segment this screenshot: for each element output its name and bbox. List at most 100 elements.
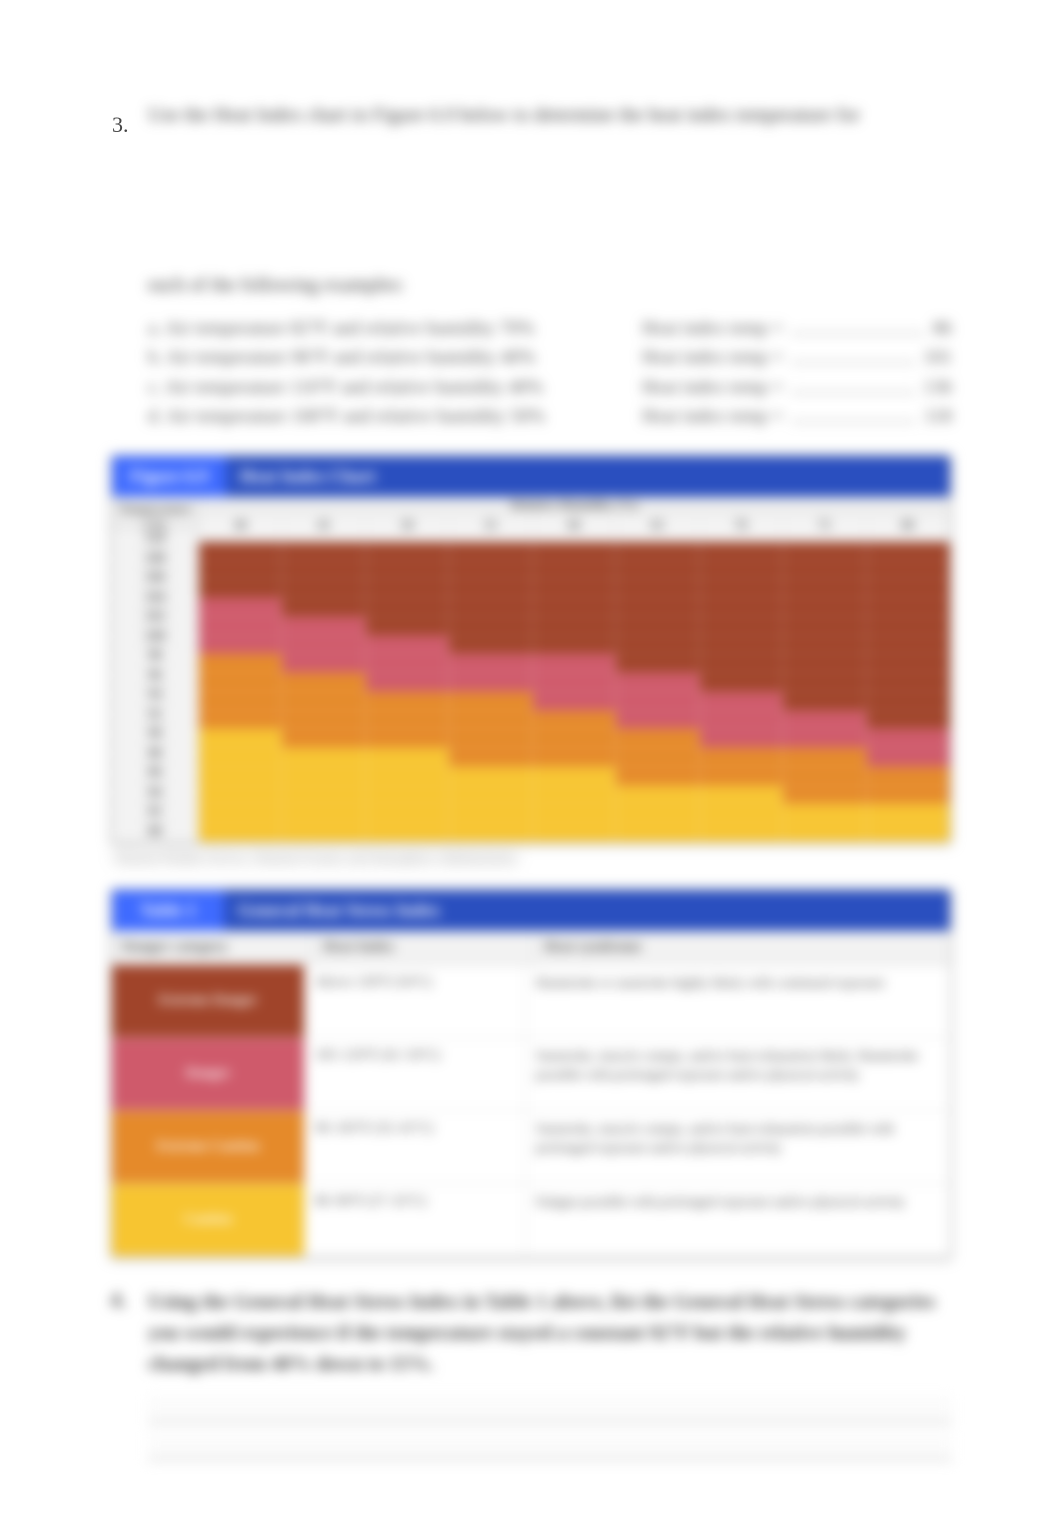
grid-body [199,542,950,842]
grid-row [199,711,950,730]
grid-cell [199,617,282,636]
y-axis-label: 82 [112,803,198,823]
category-syndrome: Heatstroke or sunstroke highly likely wi… [526,965,950,1037]
x-axis-label: 50 [366,517,449,541]
grid-row [199,748,950,767]
answer-value: 118 [924,402,952,431]
table-head-category: Danger category [112,931,313,964]
answer-label: Heat index temp = [642,314,783,343]
grid-cell [700,673,783,692]
grid-cell [282,692,365,711]
grid-cell [449,561,532,580]
grid-cell [867,654,950,673]
grid-cell [282,767,365,786]
subitem-prompt: a. Air temperature 82°F and relative hum… [148,314,642,343]
answer-label: Heat index temp = [642,373,783,402]
grid-cell [199,579,282,598]
grid-cell [449,804,532,823]
y-axis-label: 102 [112,608,198,628]
grid-cell [867,767,950,786]
category-swatch: Danger [112,1038,305,1110]
grid-cell [449,692,532,711]
grid-cell [700,692,783,711]
grid-cell [783,542,866,561]
question-3-subitem: d. Air temperature 100°F and relative hu… [148,402,952,431]
grid-cell [616,636,699,655]
grid-cell [282,804,365,823]
y-axis-label: 94 [112,686,198,706]
grid-cell [449,617,532,636]
grid-cell [199,823,282,842]
grid-cell [199,729,282,748]
category-temp: Above 130°F (54°C) [305,965,526,1037]
category-swatch: Extreme Danger [112,965,305,1037]
grid-cell [867,804,950,823]
grid-row [199,561,950,580]
y-axis: Temperature (°F) 11010810610410210098969… [112,497,199,842]
y-axis-label: 98 [112,647,198,667]
grid-cell [700,617,783,636]
grid-cell [783,673,866,692]
x-axis-label: 80 [867,517,950,541]
grid-row [199,617,950,636]
grid-cell [533,617,616,636]
grid-cell [449,598,532,617]
grid-cell [616,823,699,842]
grid-cell [783,767,866,786]
grid-cell [366,786,449,805]
grid-row [199,579,950,598]
grid-cell [199,636,282,655]
x-axis-label: 40 [199,517,282,541]
y-axis-label: 84 [112,783,198,803]
grid-cell [783,729,866,748]
grid-cell [783,561,866,580]
table-row: Caution80–90°F (27–32°C)Fatigue possible… [112,1184,950,1257]
table-row: Extreme DangerAbove 130°F (54°C)Heatstro… [112,965,950,1038]
grid-cell [282,561,365,580]
subitem-prompt: b. Air temperature 96°F and relative hum… [148,343,642,372]
grid-cell [199,561,282,580]
grid-cell [282,786,365,805]
grid-cell [616,579,699,598]
grid-cell [616,729,699,748]
grid-cell [366,729,449,748]
grid-cell [199,767,282,786]
grid-cell [366,636,449,655]
category-temp: 105–129°F (41–54°C) [305,1038,526,1110]
grid-cell [783,654,866,673]
category-temp: 90–105°F (32–41°C) [305,1111,526,1183]
grid-row [199,542,950,561]
grid-row [199,786,950,805]
grid-cell [282,579,365,598]
y-axis-label: 104 [112,588,198,608]
grid-row [199,598,950,617]
grid-row [199,673,950,692]
table-title: General Heat Stress Index [224,890,950,931]
grid-cell [700,636,783,655]
grid-cell [783,786,866,805]
grid-cell [533,692,616,711]
grid-cell [366,673,449,692]
subitem-prompt: c. Air temperature 110°F and relative hu… [148,373,642,402]
subitem-answer: Heat index temp =136 [642,373,952,402]
grid-cell [199,673,282,692]
heat-index-figure: Figure 6.9 Heat Index Chart Temperature … [110,454,952,844]
table-tag: Table 1 [112,890,224,931]
grid-cell [616,673,699,692]
grid-cell [783,748,866,767]
grid-cell [282,617,365,636]
grid-cell [366,692,449,711]
grid-cell [366,579,449,598]
question-3-subitem: b. Air temperature 96°F and relative hum… [148,343,952,372]
grid-cell [700,804,783,823]
y-axis-label: 108 [112,549,198,569]
y-axis-title: Temperature (°F) [112,497,198,530]
grid-row [199,823,950,842]
grid-cell [616,804,699,823]
blurred-region: Use the Heat Index chart in Figure 6.9 b… [110,100,952,1460]
grid-row [199,692,950,711]
grid-cell [867,729,950,748]
question-4: 4. Using the General Heat Stress Index i… [110,1287,952,1380]
question-3-subitem: c. Air temperature 110°F and relative hu… [148,373,952,402]
grid-cell [366,654,449,673]
